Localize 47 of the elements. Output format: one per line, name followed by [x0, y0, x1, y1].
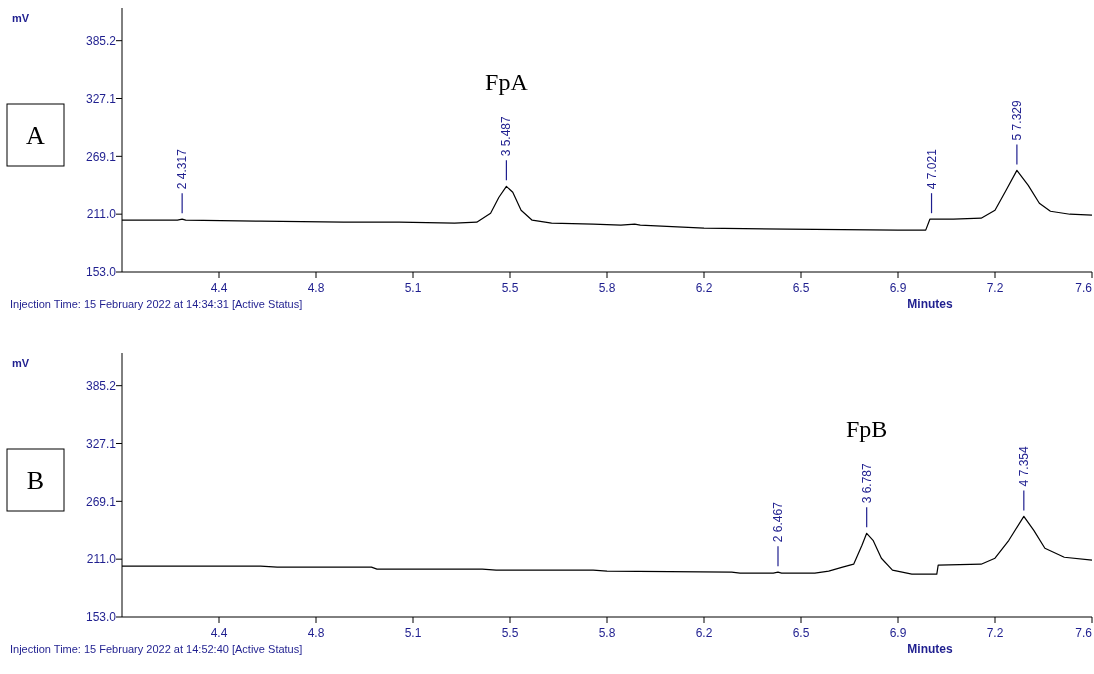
text: Injection Time: 15 February 2022 at 14:34:31 [Active Status]: [10, 298, 303, 310]
annotation: 4 7.021: [924, 148, 939, 190]
x-tick-label: 5.5: [501, 626, 519, 640]
y-tick-label: 153.0: [85, 265, 117, 280]
y-tick-label: 211.0: [86, 552, 117, 567]
x-tick-label: 7.6: [1075, 281, 1093, 295]
y-axis-title: mV: [12, 357, 30, 369]
x-axis-title: Minutes: [907, 642, 953, 656]
y-tick-label: 327.1: [85, 91, 117, 106]
y-tick-label: 269.1: [85, 494, 117, 509]
x-tick-label: 5.1: [404, 626, 422, 640]
x-tick-label: 5.1: [404, 281, 422, 295]
annotation: 3 5.487: [499, 115, 514, 157]
y-tick-label: 385.2: [85, 33, 117, 48]
y-tick-label: 385.2: [85, 378, 117, 393]
y-tick-label: 211.0: [86, 207, 117, 222]
x-tick-label: 5.5: [501, 281, 519, 295]
x-tick-label: 4.8: [307, 281, 325, 295]
x-tick-label: 6.9: [889, 626, 907, 640]
y-tick-label: 153.0: [85, 610, 117, 625]
x-tick-label: 7.6: [1075, 626, 1093, 640]
annotation: 5 7.329: [1009, 100, 1024, 141]
x-tick-label: 7.2: [986, 281, 1004, 295]
annotation: 2 6.467: [771, 501, 785, 543]
x-axis-title: Minutes: [907, 297, 953, 311]
x-tick-label: 4.4: [210, 626, 228, 640]
x-tick-label: 4.8: [307, 626, 325, 640]
y-axis-title: mV: [12, 12, 30, 24]
annotation: 2 4.317: [175, 148, 190, 190]
y-tick-label: 269.1: [85, 149, 117, 164]
x-tick-label: 6.5: [792, 626, 810, 640]
x-tick-label: 6.2: [695, 281, 713, 295]
annotation: FpA: [485, 69, 529, 96]
x-tick-label: 5.8: [598, 281, 616, 295]
x-tick-label: 6.9: [889, 281, 907, 295]
annotation: 4 7.354: [1016, 446, 1031, 487]
x-tick-label: 7.2: [986, 626, 1004, 640]
x-tick-label: 6.2: [695, 626, 713, 640]
x-tick-label: 4.4: [210, 281, 228, 295]
text: Injection Time: 15 February 2022 at 14:52:40 [Active Status]: [10, 643, 303, 655]
x-tick-label: 5.8: [598, 626, 616, 640]
annotation: FpB: [846, 416, 888, 443]
text: B: [26, 466, 45, 496]
y-tick-label: 327.1: [85, 436, 117, 451]
text: A: [26, 121, 46, 151]
x-tick-label: 6.5: [792, 281, 810, 295]
annotation: 3 6.787: [859, 462, 874, 504]
